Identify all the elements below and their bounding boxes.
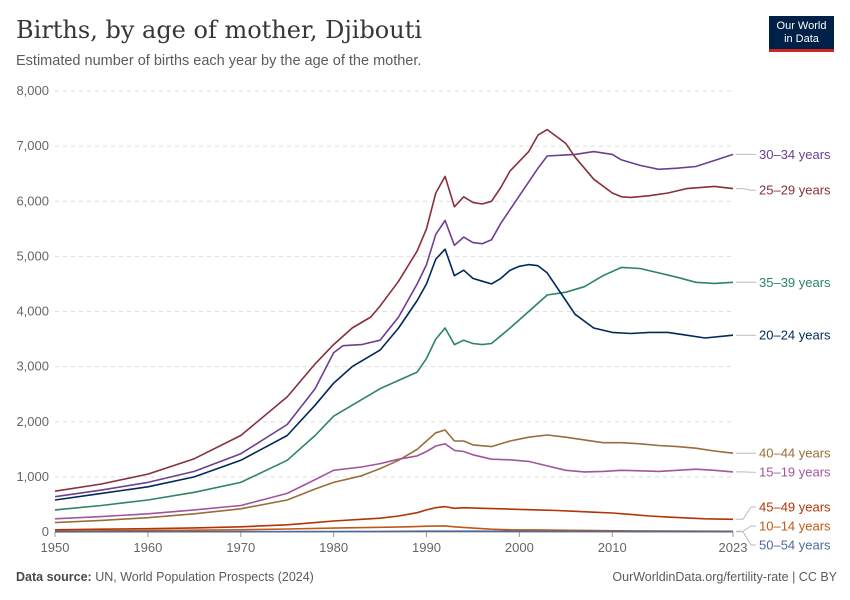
y-tick-label: 4,000 xyxy=(16,304,49,319)
footer-link[interactable]: OurWorldinData.org/fertility-rate | CC B… xyxy=(612,570,837,584)
source-label: Data source: xyxy=(16,570,92,584)
y-tick-label: 2,000 xyxy=(16,414,49,429)
series-line-25-29 xyxy=(54,128,734,492)
logo-accent-bar xyxy=(769,49,834,52)
series-line-50-54 xyxy=(54,530,734,533)
y-axis-ticks: 0 1,000 2,000 3,000 4,000 5,000 6,000 7,000 8,00… xyxy=(16,83,49,539)
x-tick-label: 2010 xyxy=(598,540,627,555)
x-tick-label: 1960 xyxy=(133,540,162,555)
footer-source: Data source: UN, World Population Prospe… xyxy=(16,570,314,584)
x-tick-label: 1950 xyxy=(41,540,70,555)
x-tick-label: 1970 xyxy=(226,540,255,555)
x-tick-label: 2000 xyxy=(505,540,534,555)
series-line-20-24 xyxy=(54,248,734,501)
series-label-40-44: 40–44 years xyxy=(759,446,831,461)
label-connector xyxy=(736,188,756,191)
y-tick-label: 5,000 xyxy=(16,248,49,263)
chart-title: Births, by age of mother, Djibouti xyxy=(16,16,423,44)
source-text: UN, World Population Prospects (2024) xyxy=(95,570,314,584)
label-connector xyxy=(736,531,756,546)
series-labels: 30–34 years 25–29 years 35–39 years 20–24 y… xyxy=(736,147,831,553)
series-line-45-49 xyxy=(54,505,734,531)
y-tick-label: 7,000 xyxy=(16,138,49,153)
series-label-35-39: 35–39 years xyxy=(759,275,831,290)
label-connector xyxy=(736,525,756,532)
y-tick-label: 0 xyxy=(42,524,49,539)
series-line-30-34 xyxy=(54,150,734,498)
y-tick-label: 8,000 xyxy=(16,83,49,98)
logo-line-1: Our World xyxy=(776,20,827,32)
series-label-25-29: 25–29 years xyxy=(759,183,831,198)
series-label-30-34: 30–34 years xyxy=(759,147,831,162)
y-tick-label: 6,000 xyxy=(16,193,49,208)
x-axis: 1950 1960 1970 1980 1990 2000 2010 2023 xyxy=(41,531,748,555)
x-tick-label: 1980 xyxy=(319,540,348,555)
series-label-10-14: 10–14 years xyxy=(759,519,831,534)
x-tick-label: 1990 xyxy=(412,540,441,555)
label-connector xyxy=(736,506,756,520)
x-tick-label: 2023 xyxy=(719,540,748,555)
y-tick-label: 1,000 xyxy=(16,469,49,484)
series-line-40-44 xyxy=(54,429,734,524)
logo-line-2: in Data xyxy=(784,33,819,45)
chart-subtitle: Estimated number of births each year by … xyxy=(16,53,422,69)
series-line-35-39 xyxy=(54,266,734,511)
series-line-15-19 xyxy=(54,443,734,520)
series-label-15-19: 15–19 years xyxy=(759,465,831,480)
owid-logo[interactable]: Our World in Data xyxy=(769,16,834,52)
series-label-45-49: 45–49 years xyxy=(759,500,831,515)
grid-lines xyxy=(55,90,733,478)
y-tick-label: 3,000 xyxy=(16,359,49,374)
series-lines xyxy=(54,128,734,533)
series-label-50-54: 50–54 years xyxy=(759,538,831,553)
series-label-20-24: 20–24 years xyxy=(759,328,831,343)
